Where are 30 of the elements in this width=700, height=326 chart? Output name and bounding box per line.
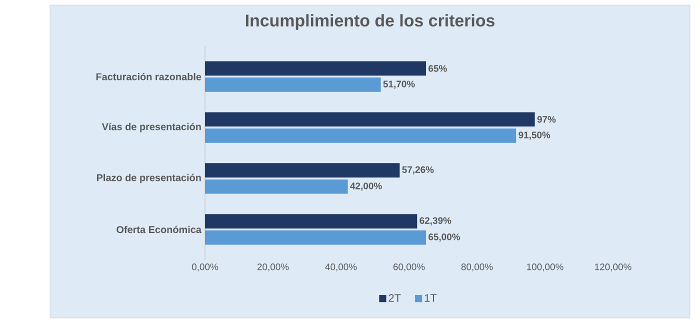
y-tick-label: Vías de presentación bbox=[102, 122, 201, 132]
bar bbox=[205, 230, 426, 245]
chart-title: Incumplimiento de los criterios bbox=[246, 14, 494, 30]
data-label: 42,00% bbox=[350, 182, 382, 191]
data-label: 65% bbox=[428, 65, 447, 72]
y-tick-label: Facturación razonable bbox=[96, 72, 202, 80]
y-tick-label: Oferta Económica bbox=[116, 226, 202, 234]
x-tick-label: 60,00% bbox=[393, 264, 425, 272]
data-label: 65,00% bbox=[428, 234, 460, 242]
x-tick-label: 0,00% bbox=[192, 264, 218, 272]
x-tick-label: 40,00% bbox=[325, 264, 357, 272]
data-label: 91,50% bbox=[518, 132, 550, 140]
legend-label: 2T bbox=[388, 294, 401, 302]
bar bbox=[205, 128, 516, 143]
data-label: 51,70% bbox=[383, 80, 415, 89]
bar bbox=[205, 112, 535, 127]
y-tick-label: Plazo de presentación bbox=[96, 174, 201, 184]
bar bbox=[205, 179, 348, 194]
x-tick-label: 100,00% bbox=[527, 264, 564, 272]
data-label: 57,26% bbox=[402, 166, 434, 174]
legend-label: 1T bbox=[424, 294, 437, 302]
data-label: 97% bbox=[537, 116, 556, 123]
bar bbox=[205, 78, 381, 92]
bar bbox=[205, 163, 400, 178]
data-label: 62,39% bbox=[420, 217, 452, 226]
x-tick-label: 20,00% bbox=[257, 264, 289, 272]
x-tick-label: 80,00% bbox=[461, 264, 493, 272]
bar bbox=[205, 214, 418, 228]
x-tick-label: 120,00% bbox=[595, 264, 632, 272]
bar bbox=[205, 61, 426, 76]
